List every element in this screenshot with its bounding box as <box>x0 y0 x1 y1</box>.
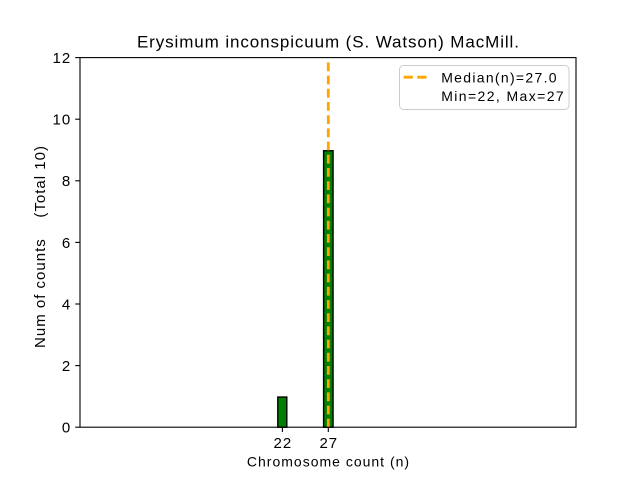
svg-text:Chromosome count (n): Chromosome count (n) <box>247 454 410 470</box>
svg-text:8: 8 <box>62 173 71 190</box>
svg-text:0: 0 <box>62 420 71 437</box>
svg-text:Min=22, Max=27: Min=22, Max=27 <box>441 88 565 104</box>
svg-text:2: 2 <box>62 358 71 375</box>
svg-text:12: 12 <box>53 50 72 67</box>
svg-text:10: 10 <box>53 112 72 129</box>
svg-text:22: 22 <box>274 435 293 452</box>
svg-text:27: 27 <box>319 435 338 452</box>
svg-text:6: 6 <box>62 235 71 252</box>
svg-text:Erysimum inconspicuum (S. Wats: Erysimum inconspicuum (S. Watson) MacMil… <box>137 32 520 51</box>
svg-text:Num of counts (Total 10): Num of counts (Total 10) <box>32 145 49 348</box>
svg-text:Median(n)=27.0: Median(n)=27.0 <box>441 69 558 85</box>
svg-text:4: 4 <box>62 296 71 313</box>
